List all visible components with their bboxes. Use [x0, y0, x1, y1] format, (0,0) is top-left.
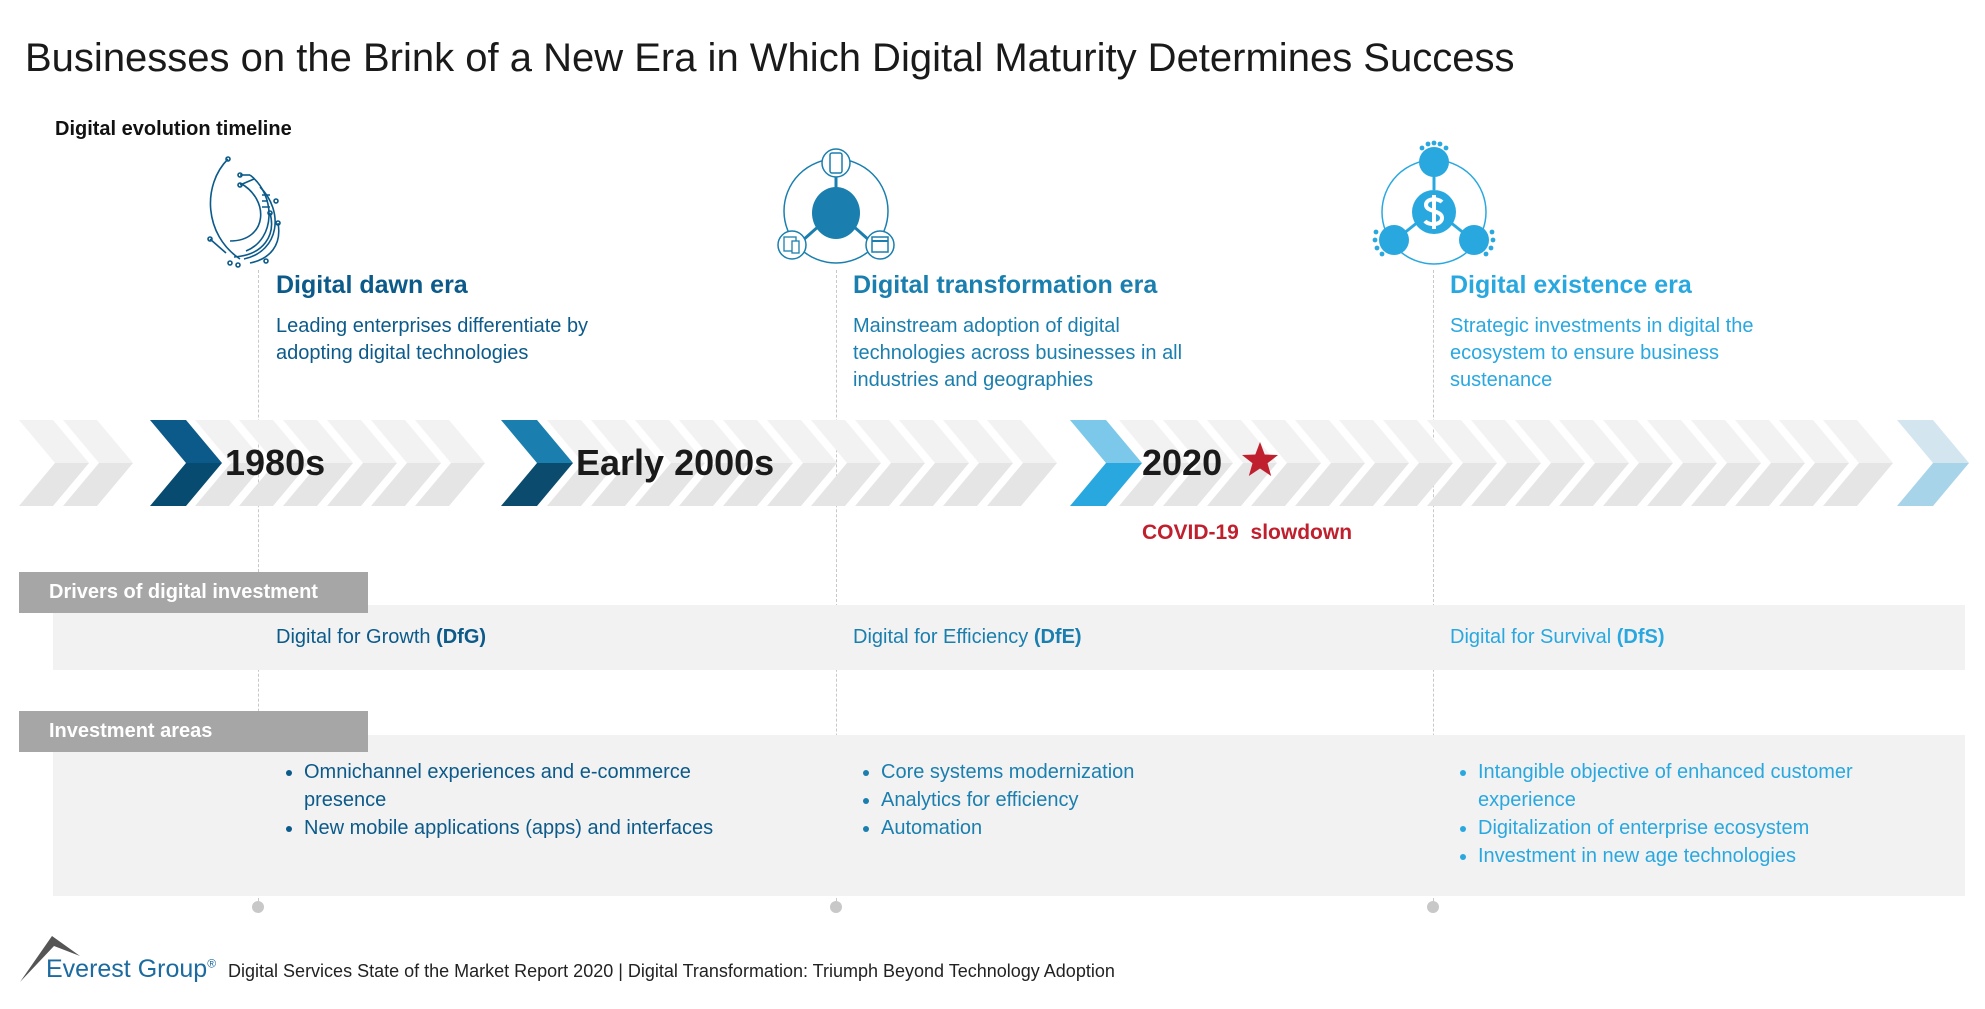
logo-name: Everest Group	[46, 955, 208, 983]
chevron	[239, 420, 309, 506]
driver-text: Digital for Efficiency (DfE)	[853, 626, 1082, 649]
chevron	[1295, 420, 1365, 506]
driver-text: Digital for Survival (DfS)	[1450, 626, 1664, 649]
driver-name: Digital for Efficiency	[853, 626, 1034, 648]
investment-list: Omnichannel experiences and e-commerce p…	[276, 758, 774, 842]
chevron	[1251, 420, 1321, 506]
era-title: Digital existence era	[1450, 271, 1692, 299]
footer: Everest Group® Digital Services State of…	[46, 955, 1115, 984]
chevron	[943, 420, 1013, 506]
chevron	[1383, 420, 1453, 506]
list-item: Digitalization of enterprise ecosystem	[1478, 814, 1948, 842]
driver-text: Digital for Growth (DfG)	[276, 626, 486, 649]
chevron	[1559, 420, 1629, 506]
chevron	[1603, 420, 1673, 506]
chevron	[1427, 420, 1497, 506]
investment-list: Intangible objective of enhanced custome…	[1450, 758, 1948, 870]
chevron	[1515, 420, 1585, 506]
driver-abbr: (DfS)	[1616, 626, 1665, 648]
page-title: Businesses on the Brink of a New Era in …	[25, 36, 1515, 80]
chevron	[195, 420, 265, 506]
chevron	[987, 420, 1057, 506]
timeline-chevron-band	[19, 420, 1969, 506]
list-item: Investment in new age technologies	[1478, 842, 1948, 870]
chevron	[1119, 420, 1189, 506]
chevron	[1647, 420, 1717, 506]
chevron	[899, 420, 969, 506]
list-item: New mobile applications (apps) and inter…	[304, 814, 774, 842]
year-label: 2020	[1142, 442, 1223, 483]
era-description: Strategic investments in digital the eco…	[1450, 315, 1754, 391]
chevron-accent	[501, 420, 573, 506]
chevron	[1471, 420, 1541, 506]
chevron	[1691, 420, 1761, 506]
registered-mark: ®	[207, 956, 217, 971]
chevron	[1823, 420, 1893, 506]
chevron-accent	[1070, 420, 1142, 506]
timeline-subtitle: Digital evolution timeline	[55, 118, 292, 140]
chevron	[327, 420, 397, 506]
driver-abbr: (DfG)	[436, 626, 487, 648]
era-title: Digital dawn era	[276, 271, 468, 299]
year-label: Early 2000s	[576, 442, 775, 483]
chevron	[1163, 420, 1233, 506]
list-item: Analytics for efficiency	[881, 786, 1351, 814]
era-description: Leading enterprises differentiate by ado…	[276, 315, 589, 364]
era-guide-line	[1433, 270, 1434, 906]
chevron	[1779, 420, 1849, 506]
chevron	[19, 420, 89, 506]
list-item: Automation	[881, 814, 1351, 842]
chevron	[371, 420, 441, 506]
era-end-dot	[1427, 901, 1439, 913]
investment-label: Investment areas	[19, 711, 368, 752]
driver-name: Digital for Growth	[276, 626, 437, 648]
chevron	[723, 420, 793, 506]
chevron-accent	[1897, 420, 1969, 506]
drivers-label: Drivers of digital investment	[19, 572, 368, 613]
chevron	[767, 420, 837, 506]
era-guide-line	[836, 270, 837, 906]
list-item: Intangible objective of enhanced custome…	[1478, 758, 1948, 814]
driver-name: Digital for Survival	[1450, 626, 1617, 648]
star-icon	[1242, 442, 1278, 476]
chevron	[855, 420, 925, 506]
chevron	[635, 420, 705, 506]
covid-slowdown-label: COVID-19 slowdown	[1142, 521, 1353, 544]
era-end-dot	[252, 901, 264, 913]
chevron	[591, 420, 661, 506]
chevron	[1339, 420, 1409, 506]
connected-devices-icon	[777, 148, 895, 264]
investment-list: Core systems modernization Analytics for…	[853, 758, 1351, 842]
chevron	[811, 420, 881, 506]
driver-abbr: (DfE)	[1033, 626, 1082, 648]
dollar-network-icon	[1372, 140, 1496, 265]
chevron-accent	[150, 420, 222, 506]
circuit-arc-icon	[207, 156, 281, 268]
chevron	[679, 420, 749, 506]
list-item: Core systems modernization	[881, 758, 1351, 786]
chevron	[1735, 420, 1805, 506]
drivers-band	[53, 605, 1965, 670]
chevron	[415, 420, 485, 506]
chevron	[547, 420, 617, 506]
footer-text: Digital Services State of the Market Rep…	[228, 961, 1115, 981]
chevron	[283, 420, 353, 506]
everest-logo-icon	[20, 936, 80, 982]
era-end-dot	[830, 901, 842, 913]
year-label: 1980s	[225, 442, 326, 483]
list-item: Omnichannel experiences and e-commerce p…	[304, 758, 774, 814]
era-title: Digital transformation era	[853, 271, 1158, 299]
era-description: Mainstream adoption of digital technolog…	[853, 315, 1183, 391]
everest-logo: Everest Group®	[46, 955, 216, 984]
investment-band	[53, 735, 1965, 896]
chevron	[63, 420, 133, 506]
